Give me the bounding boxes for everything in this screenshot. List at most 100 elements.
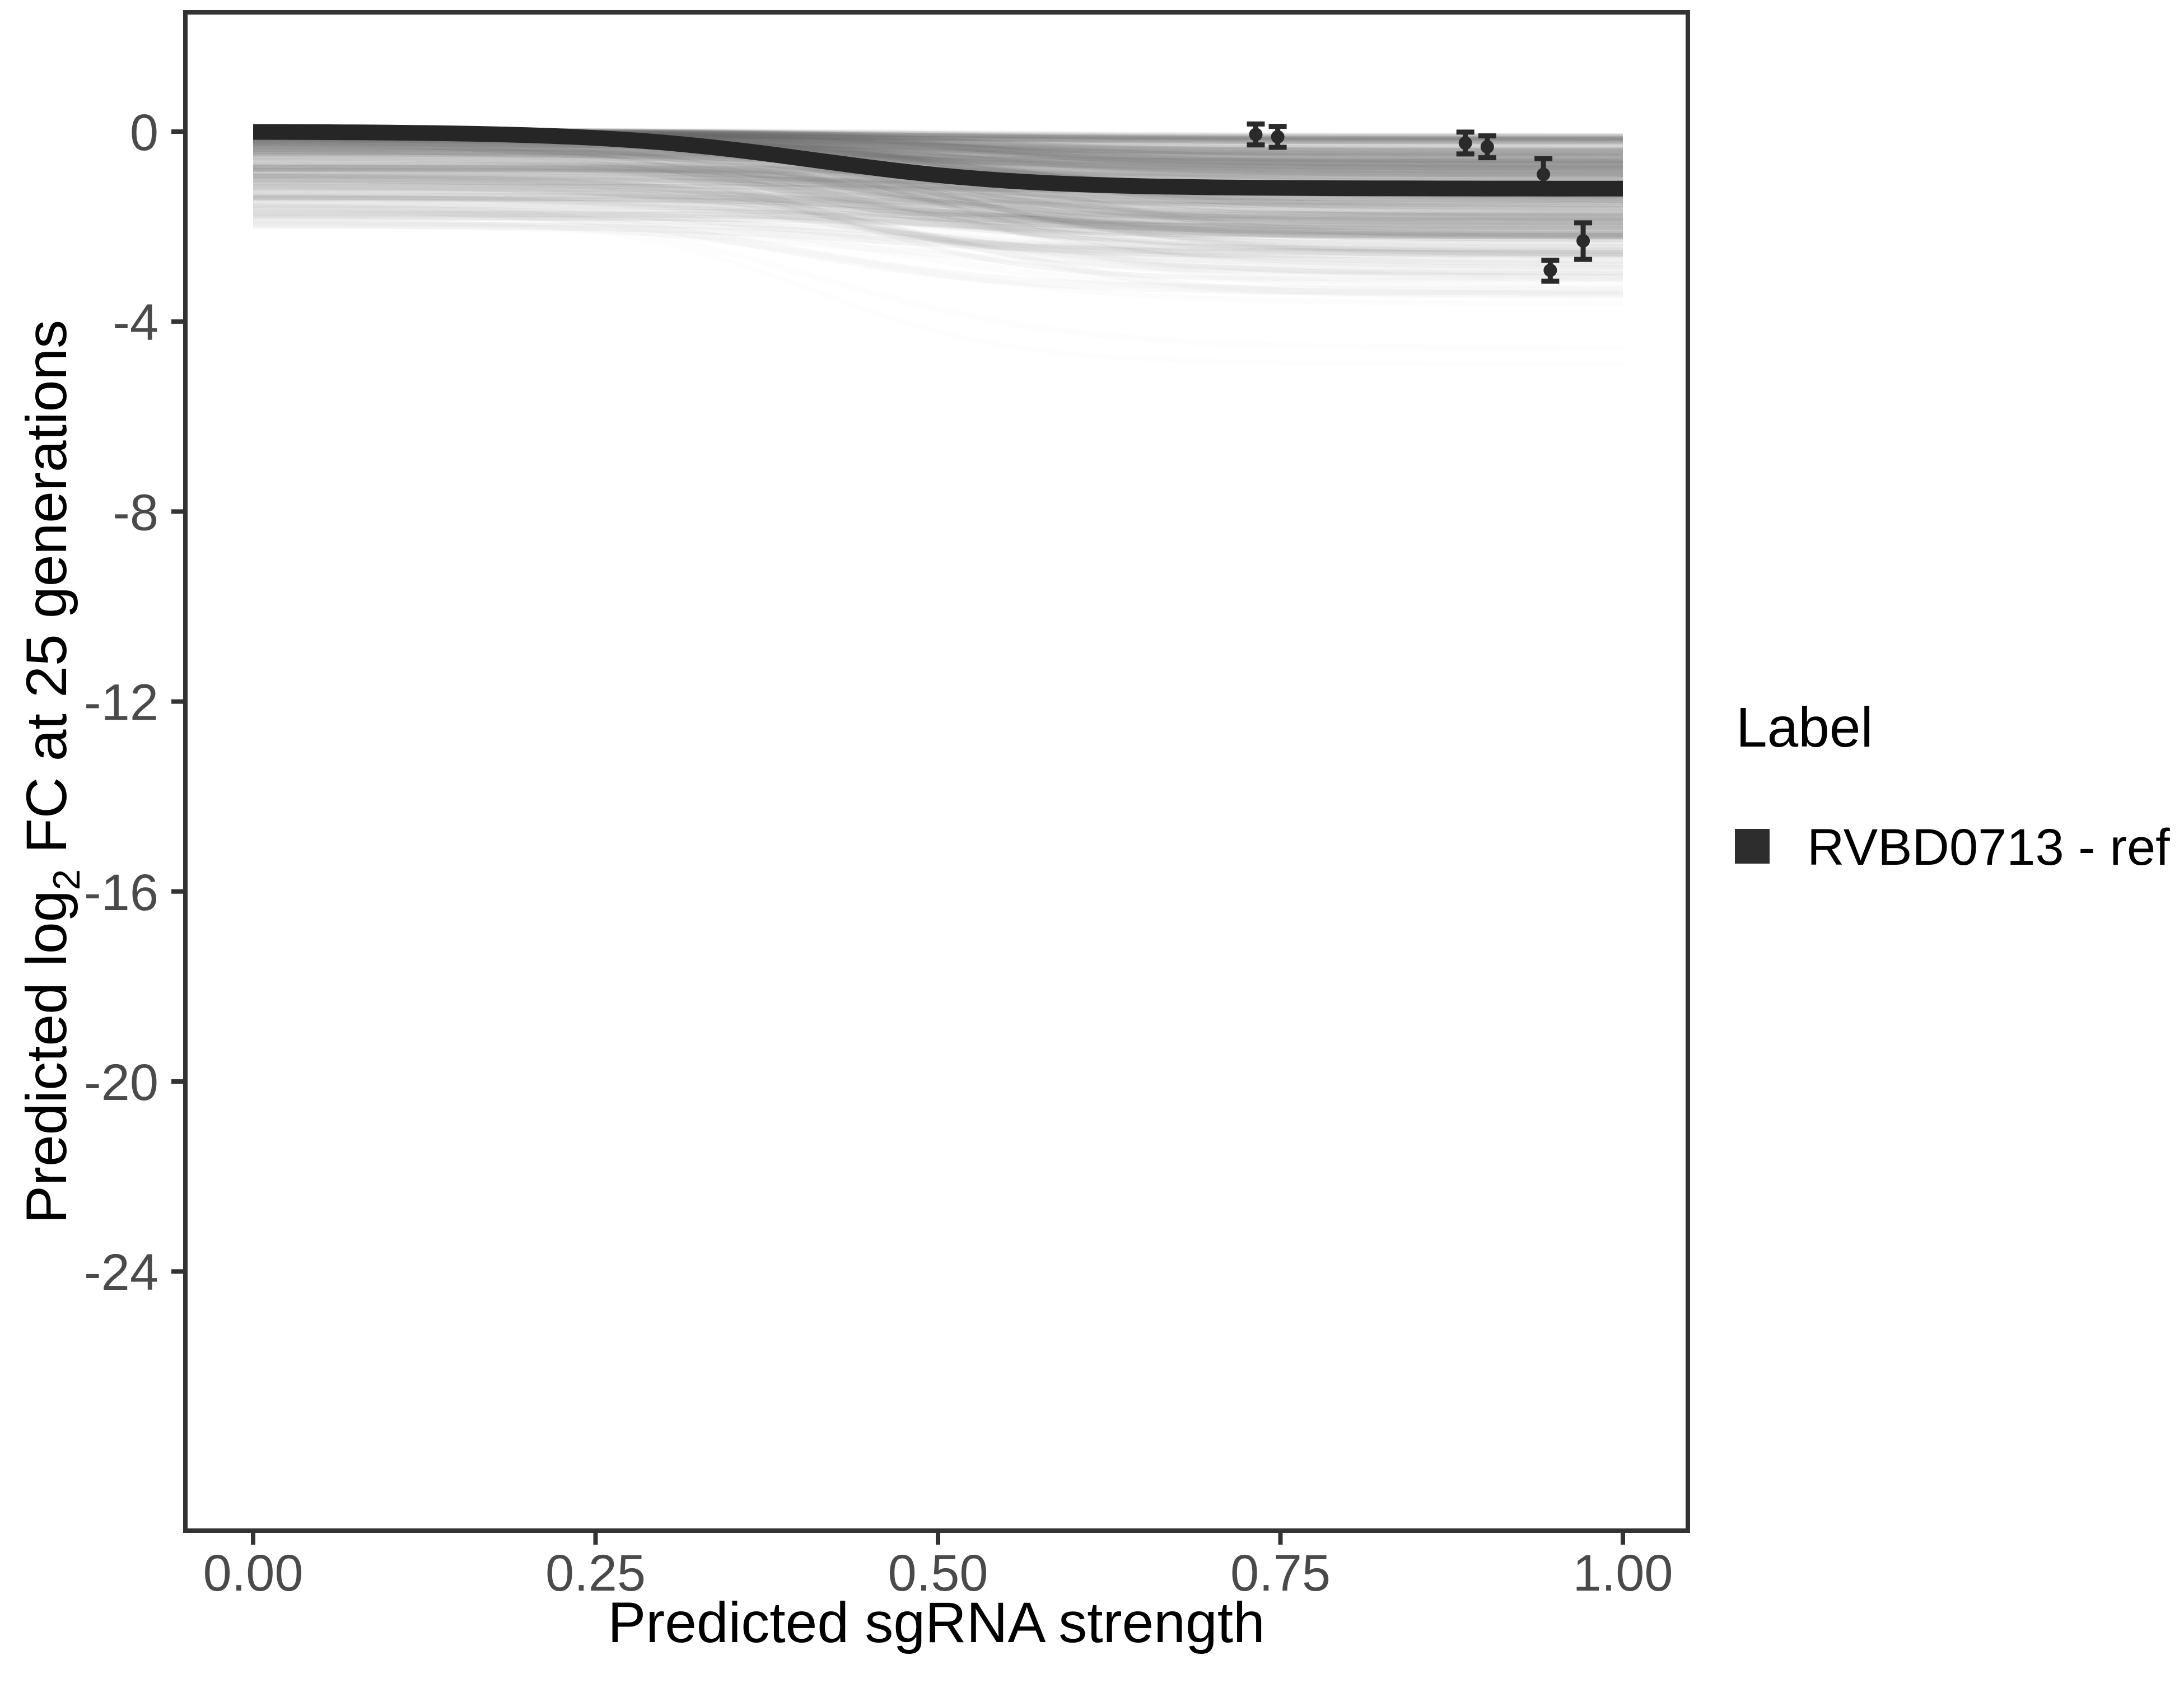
background-curve xyxy=(253,139,1623,176)
errorbar-point xyxy=(1480,140,1494,154)
background-curve xyxy=(253,164,1623,264)
background-curve xyxy=(253,138,1623,230)
background-curve xyxy=(253,164,1623,254)
background-curve xyxy=(253,201,1623,260)
background-curve xyxy=(253,157,1623,269)
y-tick-label: -20 xyxy=(84,1054,158,1111)
background-curve xyxy=(253,203,1623,296)
errorbar-points-group xyxy=(1247,121,1593,284)
errorbar-point xyxy=(1543,263,1557,277)
background-curve xyxy=(253,175,1623,229)
background-curve xyxy=(253,147,1623,187)
background-curve xyxy=(253,205,1623,252)
background-curve xyxy=(253,148,1623,162)
background-curve xyxy=(253,174,1623,257)
background-curve xyxy=(253,160,1623,258)
background-curve xyxy=(253,208,1623,218)
x-tick-label: 1.00 xyxy=(1572,1545,1673,1602)
errorbar-point xyxy=(1537,167,1551,181)
background-curve xyxy=(253,150,1623,169)
background-curve xyxy=(253,147,1623,171)
errorbar-point xyxy=(1249,128,1263,142)
background-curve xyxy=(253,153,1623,166)
y-tick-label: -16 xyxy=(84,864,158,921)
background-curve xyxy=(253,146,1623,223)
background-curve xyxy=(253,192,1623,208)
background-curve xyxy=(253,137,1623,249)
background-curve xyxy=(253,138,1623,153)
background-curve xyxy=(253,142,1623,202)
background-curve xyxy=(253,181,1623,239)
background-curve xyxy=(253,195,1623,238)
background-curve xyxy=(253,212,1623,242)
background-curve xyxy=(253,221,1623,256)
y-tick-label: 0 xyxy=(130,104,158,161)
background-curve xyxy=(253,138,1623,180)
legend-title: Label xyxy=(1736,696,1873,759)
background-curve xyxy=(253,157,1623,226)
background-curve xyxy=(253,168,1623,221)
errorbar-point xyxy=(1458,136,1472,150)
background-curve xyxy=(253,199,1623,242)
background-curve xyxy=(253,184,1623,222)
background-curve xyxy=(253,164,1623,226)
y-axis-title: Predicted log2 FC at 25 generations xyxy=(15,320,88,1224)
errorbar-point xyxy=(1576,234,1590,248)
background-curve xyxy=(253,153,1623,164)
background-curve xyxy=(253,145,1623,206)
background-curve xyxy=(253,137,1623,240)
background-curve xyxy=(253,173,1623,237)
background-curve xyxy=(253,138,1623,177)
y-tick-label: -24 xyxy=(84,1244,158,1301)
background-curve xyxy=(253,141,1623,239)
background-curve xyxy=(253,152,1623,216)
y-axis-title-post: FC at 25 generations xyxy=(15,320,78,869)
background-curve xyxy=(253,168,1623,216)
axis-ticks-group xyxy=(171,129,1625,1545)
background-curve xyxy=(253,178,1623,282)
background-curve xyxy=(253,184,1623,240)
background-curve xyxy=(253,188,1623,205)
background-curve xyxy=(253,151,1623,259)
background-curve xyxy=(253,213,1623,267)
errorbar-point xyxy=(1271,130,1285,144)
plot-panel xyxy=(185,12,1688,1531)
legend-entry-label: RVBD0713 - ref xyxy=(1807,819,2170,876)
y-tick-label: -12 xyxy=(84,674,158,731)
x-axis-title: Predicted sgRNA strength xyxy=(608,1591,1265,1654)
background-curve xyxy=(253,142,1623,233)
x-tick-label: 0.00 xyxy=(203,1545,303,1602)
x-tick-label: 0.50 xyxy=(888,1545,988,1602)
reference-curve-group xyxy=(253,124,1623,197)
background-curve xyxy=(253,172,1623,204)
background-curve xyxy=(253,157,1623,228)
background-curve xyxy=(253,210,1623,225)
x-tick-label: 0.75 xyxy=(1230,1545,1331,1602)
background-curve xyxy=(253,165,1623,223)
legend: Label RVBD0713 - ref xyxy=(1735,696,2170,876)
background-curve xyxy=(253,212,1623,297)
background-curve xyxy=(253,149,1623,170)
background-curve xyxy=(253,131,1623,225)
background-curve xyxy=(253,142,1623,182)
background-curve xyxy=(253,142,1623,235)
legend-key-swatch xyxy=(1735,829,1770,864)
y-axis-title-sub: 2 xyxy=(45,869,88,891)
background-curve xyxy=(253,144,1623,157)
background-curve xyxy=(253,144,1623,227)
y-tick-label: -8 xyxy=(113,484,158,541)
axis-tick-labels-group: 0.00 0.25 0.50 0.75 1.00 0 -4 -8 -12 -16 -20 -24 xyxy=(84,104,1673,1602)
x-tick-label: 0.25 xyxy=(545,1545,646,1602)
reference-curve xyxy=(253,124,1623,197)
background-curve xyxy=(253,178,1623,230)
background-curve xyxy=(253,142,1623,251)
background-curve xyxy=(253,150,1623,171)
background-curve xyxy=(253,139,1623,169)
y-axis-title-pre: Predicted log xyxy=(15,891,78,1224)
background-curve xyxy=(253,193,1623,218)
y-tick-label: -4 xyxy=(113,294,158,351)
background-curve xyxy=(253,195,1623,207)
background-curve xyxy=(253,194,1623,279)
background-curve xyxy=(253,165,1623,242)
